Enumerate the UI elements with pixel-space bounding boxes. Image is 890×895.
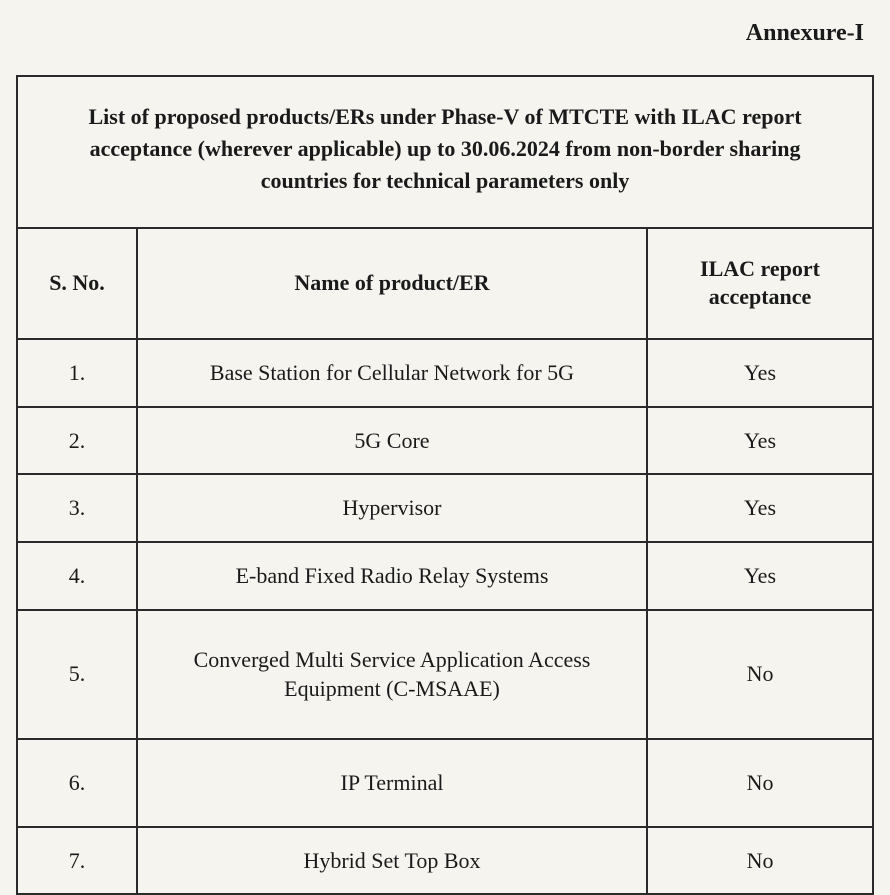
table-row: 4. E-band Fixed Radio Relay Systems Yes — [17, 542, 873, 610]
cell-name: Hypervisor — [137, 474, 647, 542]
cell-ilac: Yes — [647, 339, 873, 407]
table-row: 2. 5G Core Yes — [17, 407, 873, 475]
cell-ilac: No — [647, 610, 873, 739]
cell-ilac: Yes — [647, 474, 873, 542]
table-row: 3. Hypervisor Yes — [17, 474, 873, 542]
cell-name: Base Station for Cellular Network for 5G — [137, 339, 647, 407]
cell-sno: 5. — [17, 610, 137, 739]
cell-name: IP Terminal — [137, 739, 647, 827]
column-header-ilac: ILAC report acceptance — [647, 228, 873, 339]
column-header-sno: S. No. — [17, 228, 137, 339]
cell-sno: 2. — [17, 407, 137, 475]
cell-sno: 6. — [17, 739, 137, 827]
cell-name: Converged Multi Service Application Acce… — [137, 610, 647, 739]
cell-ilac: Yes — [647, 407, 873, 475]
annexure-label: Annexure-I — [16, 20, 874, 47]
products-table: List of proposed products/ERs under Phas… — [16, 75, 874, 895]
cell-name: Hybrid Set Top Box — [137, 827, 647, 895]
cell-name: E-band Fixed Radio Relay Systems — [137, 542, 647, 610]
table-row: 5. Converged Multi Service Application A… — [17, 610, 873, 739]
table-row: 7. Hybrid Set Top Box No — [17, 827, 873, 895]
table-caption: List of proposed products/ERs under Phas… — [17, 76, 873, 228]
cell-sno: 7. — [17, 827, 137, 895]
table-row: 6. IP Terminal No — [17, 739, 873, 827]
cell-sno: 4. — [17, 542, 137, 610]
cell-name: 5G Core — [137, 407, 647, 475]
cell-ilac: No — [647, 827, 873, 895]
cell-sno: 1. — [17, 339, 137, 407]
column-header-name: Name of product/ER — [137, 228, 647, 339]
cell-ilac: No — [647, 739, 873, 827]
table-caption-row: List of proposed products/ERs under Phas… — [17, 76, 873, 228]
table-row: 1. Base Station for Cellular Network for… — [17, 339, 873, 407]
cell-ilac: Yes — [647, 542, 873, 610]
cell-sno: 3. — [17, 474, 137, 542]
table-header-row: S. No. Name of product/ER ILAC report ac… — [17, 228, 873, 339]
